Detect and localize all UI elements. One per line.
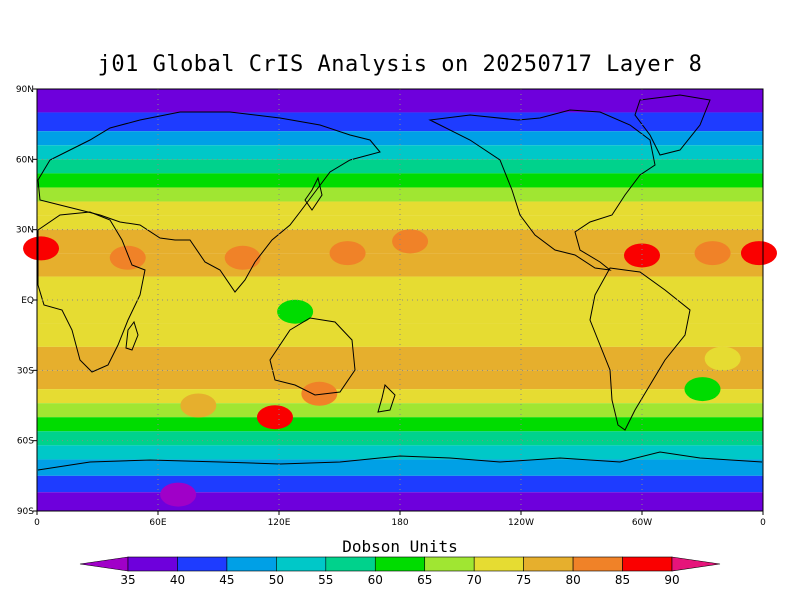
ozone-anomaly xyxy=(704,346,741,371)
zonal-band xyxy=(37,173,763,188)
colorbar: 35 40 45 50 55 60 65 70 75 80 85 90 xyxy=(79,556,721,587)
zonal-band xyxy=(37,492,763,511)
zonal-band xyxy=(37,300,763,324)
y-tick-label: 30N xyxy=(16,226,34,236)
ozone-field xyxy=(23,89,777,511)
colorbar-swatch xyxy=(572,556,623,572)
zonal-band xyxy=(37,145,763,160)
ozone-anomaly xyxy=(694,241,731,266)
coastline-eurasia xyxy=(37,111,381,293)
colorbar-tick-label: 65 xyxy=(417,573,432,587)
ozone-anomaly xyxy=(180,393,217,418)
zonal-band xyxy=(37,276,763,300)
colorbar-swatch xyxy=(424,556,475,572)
colorbar-lower-triangle xyxy=(79,556,129,572)
zonal-band xyxy=(37,445,763,460)
y-tick-label: 60N xyxy=(16,155,34,165)
colorbar-swatch xyxy=(325,556,376,572)
x-tick-label: 0 xyxy=(34,518,40,528)
y-tick-label: 90S xyxy=(17,507,34,517)
ozone-anomaly xyxy=(109,245,146,270)
zonal-band xyxy=(37,131,763,146)
ozone-anomaly xyxy=(224,245,261,270)
zonal-band xyxy=(37,159,763,174)
ozone-anomaly xyxy=(23,236,60,261)
y-tick-label: EQ xyxy=(21,296,34,306)
x-axis: 0 60E 120E 180 120W 60W 0 xyxy=(34,511,766,528)
ozone-anomaly xyxy=(624,243,660,268)
colorbar-swatch xyxy=(177,556,228,572)
zonal-band xyxy=(37,346,763,371)
ozone-anomaly xyxy=(277,299,314,324)
grid-lines xyxy=(37,89,763,511)
y-tick-label: 30S xyxy=(17,366,34,376)
colorbar-tick-label: 85 xyxy=(615,573,630,587)
ozone-anomaly xyxy=(160,482,197,507)
colorbar-tick-label: 70 xyxy=(467,573,482,587)
chart-title: j01 Global CrIS Analysis on 20250717 Lay… xyxy=(97,52,703,77)
coastline-greenland xyxy=(634,94,711,156)
colorbar-tick-label: 55 xyxy=(318,573,333,587)
x-tick-label: 120W xyxy=(508,518,534,528)
y-tick-label: 60S xyxy=(17,437,34,447)
coastline-japan xyxy=(304,176,323,211)
colorbar-swatch xyxy=(523,556,574,572)
coastline-australia xyxy=(269,317,356,396)
zonal-band xyxy=(37,112,763,132)
ozone-anomaly xyxy=(392,229,429,254)
colorbar-tick-label: 50 xyxy=(269,573,284,587)
ozone-anomaly xyxy=(329,241,366,266)
colorbar-swatch xyxy=(276,556,327,572)
zonal-band xyxy=(37,459,763,476)
x-tick-label: 60E xyxy=(149,518,166,528)
colorbar-swatch xyxy=(127,556,178,572)
x-tick-label: 120E xyxy=(268,518,291,528)
ozone-anomaly xyxy=(256,405,293,430)
coastline-new-zealand xyxy=(377,384,396,413)
colorbar-swatch xyxy=(473,556,524,572)
y-tick-label: 90N xyxy=(16,85,34,95)
zonal-band xyxy=(37,201,763,216)
zonal-band xyxy=(37,215,763,230)
x-tick-label: 180 xyxy=(391,518,408,528)
zonal-band xyxy=(37,323,763,347)
colorbar-tick-label: 35 xyxy=(120,573,135,587)
ozone-anomaly xyxy=(684,377,721,402)
x-tick-label: 0 xyxy=(760,518,766,528)
zonal-band xyxy=(37,403,763,418)
coastline-africa xyxy=(37,211,146,373)
y-axis: 90N 60N 30N EQ 30S 60S 90S xyxy=(16,85,37,517)
colorbar-swatch xyxy=(226,556,277,572)
ozone-anomaly xyxy=(740,241,777,266)
coastline-antarctica xyxy=(37,451,763,471)
colorbar-upper-triangle xyxy=(671,556,721,572)
zonal-band xyxy=(37,89,763,113)
colorbar-swatch xyxy=(374,556,426,572)
zonal-band xyxy=(37,431,763,446)
colorbar-tick-label: 75 xyxy=(516,573,531,587)
zonal-band xyxy=(37,389,763,404)
ozone-anomaly xyxy=(301,381,338,406)
coastline-north-america xyxy=(428,109,656,271)
colorbar-tick-label: 45 xyxy=(219,573,234,587)
coastline-madagascar xyxy=(125,320,139,351)
colorbar-swatch xyxy=(622,556,673,572)
colorbar-tick-label: 40 xyxy=(170,573,185,587)
colorbar-tick-label: 90 xyxy=(664,573,679,587)
colorbar-tick-label: 80 xyxy=(565,573,580,587)
x-tick-label: 60W xyxy=(632,518,652,528)
colorbar-title: Dobson Units xyxy=(342,537,458,556)
colorbar-tick-label: 60 xyxy=(368,573,383,587)
